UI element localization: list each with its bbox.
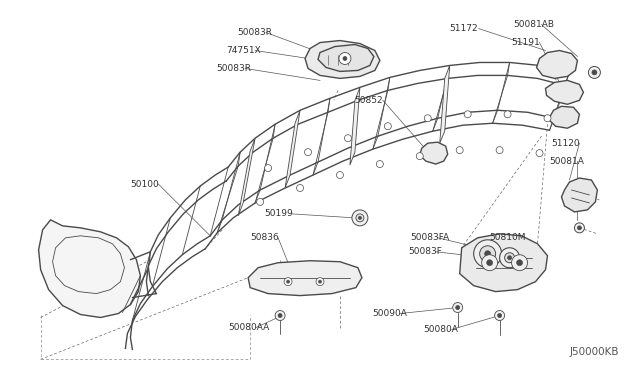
Text: 51191: 51191	[511, 38, 540, 47]
Circle shape	[504, 111, 511, 118]
Text: 50090A: 50090A	[372, 309, 407, 318]
Circle shape	[484, 251, 491, 257]
Circle shape	[464, 111, 471, 118]
Circle shape	[508, 256, 511, 260]
Circle shape	[344, 135, 351, 142]
Circle shape	[452, 302, 463, 312]
Circle shape	[352, 210, 368, 226]
Polygon shape	[545, 80, 584, 104]
Text: 50100: 50100	[131, 180, 159, 189]
Circle shape	[544, 115, 551, 122]
Text: 50083R: 50083R	[237, 28, 272, 37]
Circle shape	[416, 153, 423, 160]
Circle shape	[575, 223, 584, 233]
Text: 74751X: 74751X	[226, 46, 261, 55]
Circle shape	[424, 115, 431, 122]
Circle shape	[339, 52, 351, 64]
Text: 50810M: 50810M	[490, 233, 526, 242]
Text: 50080AA: 50080AA	[228, 323, 269, 332]
Circle shape	[456, 147, 463, 154]
Circle shape	[474, 240, 502, 268]
Polygon shape	[420, 142, 448, 164]
Circle shape	[588, 67, 600, 78]
Circle shape	[296, 185, 303, 192]
Circle shape	[358, 217, 362, 219]
Circle shape	[511, 255, 527, 271]
Text: J50000KB: J50000KB	[570, 347, 620, 357]
Circle shape	[287, 280, 289, 283]
Polygon shape	[248, 261, 362, 296]
Polygon shape	[440, 65, 450, 143]
Circle shape	[257, 198, 264, 205]
Circle shape	[592, 70, 597, 75]
Text: 50083FA: 50083FA	[410, 233, 449, 242]
Polygon shape	[238, 138, 255, 216]
Text: 50080A: 50080A	[424, 325, 459, 334]
Polygon shape	[318, 45, 374, 71]
Circle shape	[343, 57, 347, 61]
Circle shape	[456, 305, 460, 310]
Polygon shape	[305, 41, 380, 78]
Polygon shape	[561, 178, 597, 212]
Circle shape	[498, 314, 502, 318]
Circle shape	[275, 311, 285, 321]
Polygon shape	[285, 110, 300, 188]
Circle shape	[536, 150, 543, 157]
Circle shape	[486, 260, 493, 266]
Circle shape	[385, 123, 391, 130]
Text: 50083R: 50083R	[216, 64, 252, 73]
Circle shape	[495, 311, 504, 321]
Polygon shape	[350, 87, 360, 165]
Circle shape	[577, 226, 581, 230]
Text: 50852: 50852	[354, 96, 383, 105]
Text: 50199: 50199	[264, 209, 293, 218]
Text: 51120: 51120	[552, 139, 580, 148]
Circle shape	[278, 314, 282, 318]
Circle shape	[376, 161, 383, 167]
Circle shape	[479, 246, 495, 262]
Circle shape	[496, 147, 503, 154]
Circle shape	[504, 253, 515, 263]
Circle shape	[316, 278, 324, 286]
Text: 50081A: 50081A	[550, 157, 584, 166]
Circle shape	[284, 278, 292, 286]
Circle shape	[356, 214, 364, 222]
Polygon shape	[460, 234, 547, 292]
Circle shape	[305, 149, 312, 155]
Circle shape	[482, 255, 498, 271]
Circle shape	[337, 171, 344, 179]
Circle shape	[516, 260, 522, 266]
Text: 51172: 51172	[450, 24, 478, 33]
Circle shape	[264, 164, 271, 171]
Circle shape	[500, 248, 520, 268]
Text: 50081AB: 50081AB	[513, 20, 555, 29]
Text: 50836: 50836	[250, 233, 279, 242]
Circle shape	[319, 280, 321, 283]
Polygon shape	[38, 220, 140, 318]
Text: 50083F: 50083F	[408, 247, 442, 256]
Polygon shape	[548, 106, 579, 128]
Polygon shape	[536, 51, 577, 78]
